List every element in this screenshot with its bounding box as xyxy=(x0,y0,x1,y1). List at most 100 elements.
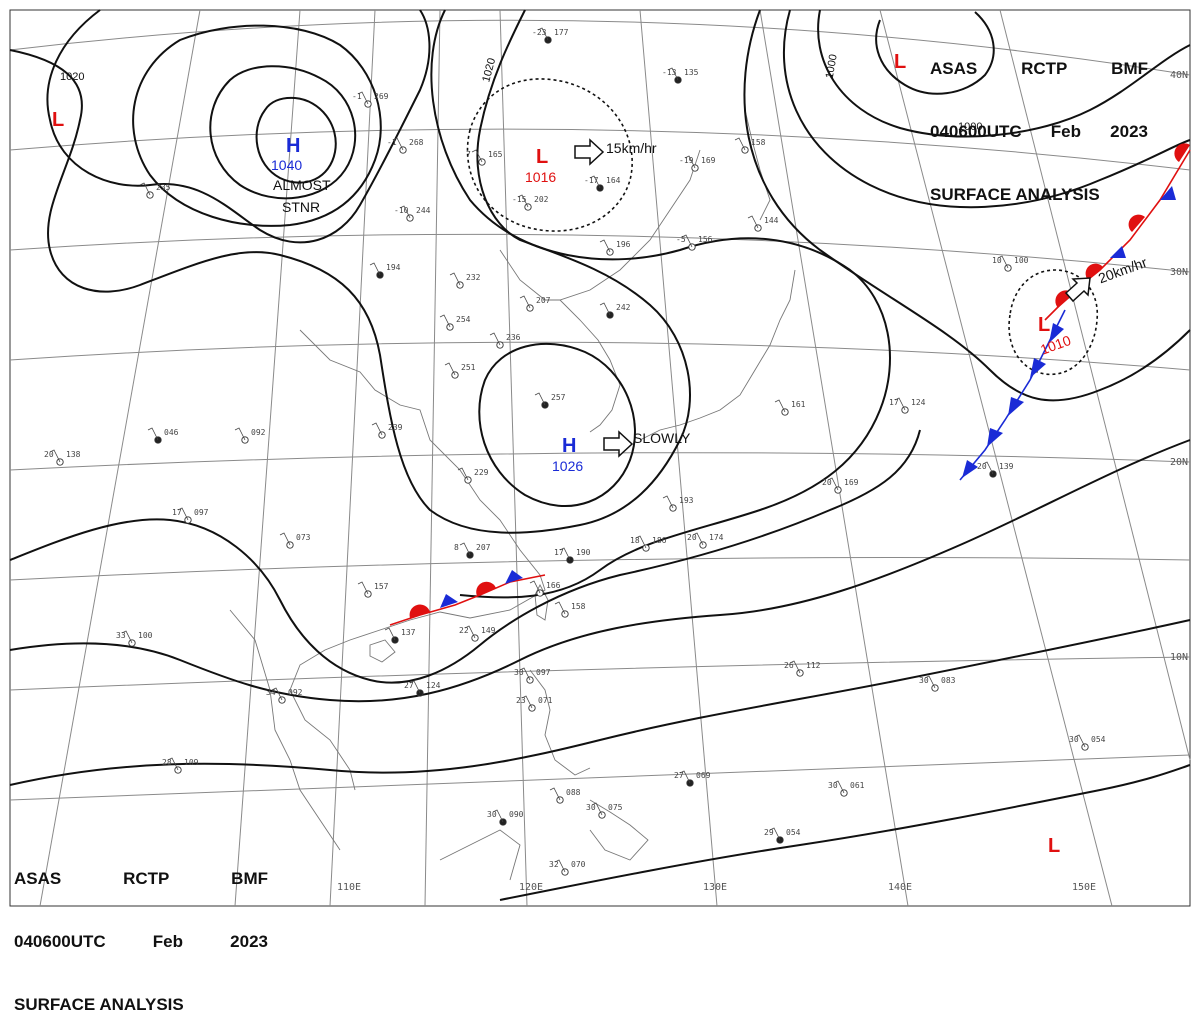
station-pressure: 251 xyxy=(461,363,476,372)
station-model: 232 xyxy=(449,272,481,289)
cold-front-symbol xyxy=(962,460,978,478)
station-temperature: -23 xyxy=(532,28,547,37)
wind-barb-icon xyxy=(519,667,531,681)
station-pressure: 138 xyxy=(66,450,81,459)
wind-barb-icon xyxy=(692,532,704,546)
isobar-1008-northeast xyxy=(743,9,1191,402)
station-model: 137 xyxy=(384,627,416,644)
station-model: 194 xyxy=(369,262,401,279)
wind-barb-icon xyxy=(271,687,283,701)
coastlines xyxy=(229,109,796,881)
station-model: 20 174 xyxy=(687,532,724,549)
surface-analysis-map: H 1040 ALMOST STNR L 1016 15km/hr H 1026… xyxy=(9,9,1191,907)
longitude-labels: 110E 120E 130E 140E 150E xyxy=(337,882,1096,893)
header-title: SURFACE ANALYSIS xyxy=(930,185,1100,204)
station-model: 30 090 xyxy=(487,809,524,826)
low-letter: L xyxy=(52,109,64,131)
dashed-isobars xyxy=(466,78,1099,376)
isobar-996-northeast xyxy=(875,11,995,95)
station-pressure: 090 xyxy=(509,810,524,819)
station-temperature: 22 xyxy=(459,626,469,635)
station-temperature: -10 xyxy=(394,206,409,215)
station-pressure: 097 xyxy=(194,508,209,517)
wind-barb-icon xyxy=(521,695,533,709)
station-model: 27 124 xyxy=(404,680,441,697)
station-model: 158 xyxy=(554,601,586,618)
wind-barb-icon xyxy=(982,461,994,475)
stationary-front-taiwan xyxy=(389,570,546,626)
station-temperature: 23 xyxy=(516,696,526,705)
coast-hokkaido-sakhalin xyxy=(744,109,771,221)
station-model: 092 xyxy=(234,427,266,444)
longitude-label: 120E xyxy=(519,882,543,893)
map-frame xyxy=(9,9,1191,907)
isobar-1024-high-south xyxy=(478,342,636,507)
wind-barb-icon xyxy=(492,809,504,823)
station-pressure: 070 xyxy=(571,860,586,869)
cold-front-symbol xyxy=(1008,397,1024,416)
wind-barb-icon xyxy=(681,234,693,248)
station-temperature: 30 xyxy=(586,803,596,812)
wind-barb-icon xyxy=(519,295,531,309)
station-pressure: 137 xyxy=(401,628,416,637)
high-motion-label: SLOWLY xyxy=(633,430,691,446)
parallel-30n xyxy=(9,233,1191,273)
station-model: 088 xyxy=(549,787,581,804)
center-label: RCTP xyxy=(123,869,170,888)
station-temperature: -1 xyxy=(387,138,397,147)
high-letter: H xyxy=(286,135,300,157)
month-label: Feb xyxy=(1050,122,1082,141)
longitude-label: 130E xyxy=(703,882,727,893)
station-model: 30 097 xyxy=(514,667,551,684)
wind-barb-icon xyxy=(591,802,603,816)
wind-barb-icon xyxy=(279,532,291,546)
station-pressure: 100 xyxy=(138,631,153,640)
wind-barb-icon xyxy=(369,262,381,276)
station-pressure: 112 xyxy=(806,661,821,670)
center-label: RCTP xyxy=(1021,59,1068,78)
wind-barb-icon xyxy=(371,422,383,436)
high-motion-note: ALMOST xyxy=(273,177,331,193)
station-pressure: 061 xyxy=(850,781,865,790)
station-temperature: 20 xyxy=(822,478,832,487)
station-pressure: 229 xyxy=(474,468,489,477)
station-model: 27 069 xyxy=(674,770,711,787)
wind-barb-icon xyxy=(384,627,396,641)
chart-footer: ASAS RCTP BMF 040600UTC Feb 2023 SURFACE… xyxy=(14,826,268,1036)
station-pressure: 092 xyxy=(288,688,303,697)
wind-barb-icon xyxy=(449,272,461,286)
station-pressure: 158 xyxy=(751,138,766,147)
latitude-label: 30N xyxy=(1170,267,1188,278)
parallel-15n xyxy=(9,557,1191,581)
station-model: 157 xyxy=(357,581,389,598)
station-temperature: -13 xyxy=(662,68,677,77)
wind-barb-icon xyxy=(409,680,421,694)
station-model: -19 169 xyxy=(679,155,716,172)
station-pressure: 177 xyxy=(554,28,569,37)
wind-barb-icon xyxy=(549,787,561,801)
wind-barb-icon xyxy=(554,601,566,615)
station-model: 26 112 xyxy=(784,660,821,677)
wind-barb-icon xyxy=(457,467,469,481)
high-letter: H xyxy=(562,435,576,457)
station-model: 20 138 xyxy=(44,449,81,466)
station-pressure: 054 xyxy=(1091,735,1106,744)
station-pressure: 202 xyxy=(534,195,549,204)
isobar-label: 1020 xyxy=(480,57,498,84)
meridian-130e xyxy=(639,9,718,907)
wind-barb-icon xyxy=(489,332,501,346)
header-line-1: ASAS RCTP BMF xyxy=(930,58,1148,79)
station-model: 242 xyxy=(599,302,631,319)
station-model: -10 244 xyxy=(394,205,431,222)
chart-header: ASAS RCTP BMF 040600UTC Feb 2023 SURFACE… xyxy=(930,16,1148,226)
station-pressure: 046 xyxy=(164,428,179,437)
parallel-10n xyxy=(9,656,1191,691)
station-temperature: -19 xyxy=(679,156,694,165)
station-temperature: 26 xyxy=(784,661,794,670)
station-pressure: 169 xyxy=(701,156,716,165)
wind-barb-icon xyxy=(147,427,159,441)
station-model: 257 xyxy=(534,392,566,409)
station-pressure: 069 xyxy=(696,771,711,780)
cold-front-symbol xyxy=(1110,246,1126,258)
station-pressure: 174 xyxy=(709,533,724,542)
